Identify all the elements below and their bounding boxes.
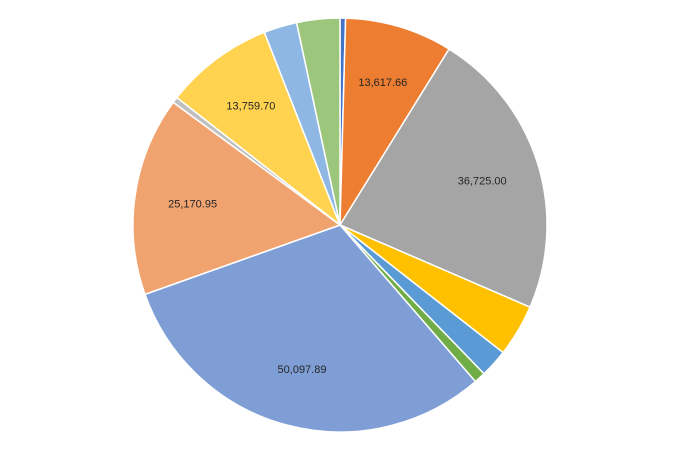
pie-slice-2 [338, 48, 548, 309]
data-labels: 13,617.66 36,725.00 50,097.89 25,170.95 13,7… [168, 77, 507, 376]
data-label-7: 25,170.95 [168, 198, 217, 210]
data-label-2: 36,725.00 [458, 175, 507, 187]
data-label-6: 50,097.89 [278, 364, 327, 376]
data-label-9: 13,759.70 [226, 101, 275, 113]
pie-slice-6 [144, 224, 477, 433]
pie-slices [132, 17, 548, 433]
pie-slice-9 [175, 31, 342, 228]
data-label-1: 13,617.66 [358, 77, 407, 89]
pie-slice-11 [295, 17, 341, 226]
pie-slice-7 [132, 101, 342, 296]
pie-slice-1 [339, 17, 451, 228]
